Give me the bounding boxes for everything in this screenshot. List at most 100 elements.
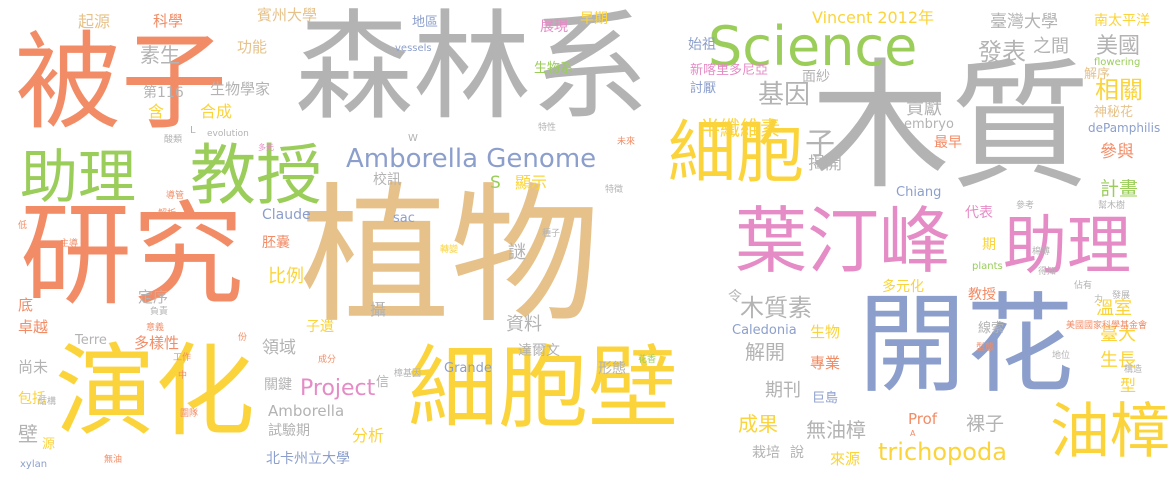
cloud-word: 壁 [18,422,38,446]
cloud-word: plants [972,261,1003,272]
cloud-word: 功能 [237,38,268,56]
cloud-word: 生物系 [534,61,574,76]
cloud-word: 森林系 [295,0,650,136]
cloud-word: 低 [18,221,28,231]
cloud-word: 圍隊 [180,409,199,419]
cloud-word: 生物 [810,323,841,341]
cloud-word: 計畫 [1100,178,1139,200]
cloud-word: 參與 [1100,142,1134,162]
cloud-word: 生長 [1100,350,1136,371]
cloud-word: evolution [207,129,249,139]
cloud-word: flowering [1094,57,1141,68]
cloud-word: 分析 [352,426,385,445]
cloud-word: 最早 [934,135,962,151]
cloud-word: 北卡州立大學 [266,451,350,467]
cloud-word: Science [708,15,918,78]
cloud-word: 演化 [55,333,255,450]
cloud-word: Project [300,376,376,401]
cloud-word: 新喀里多尼亞 [690,63,769,78]
cloud-word: trichopoda [878,438,1007,466]
cloud-word: Terre [75,333,107,348]
cloud-word: 力 [1094,295,1104,305]
cloud-word: 特性 [538,123,557,133]
cloud-word: 木質素 [740,294,812,322]
cloud-word: 相關 [1095,76,1143,104]
cloud-word: 顯示 [515,173,548,192]
cloud-word: 裸子 [966,413,1005,435]
cloud-word: 植物 [300,170,601,344]
cloud-word: 始祖 [688,37,716,53]
cloud-word: 地位 [1052,351,1071,361]
cloud-word: 多元 [258,143,274,152]
cloud-word: 助理 [1003,210,1131,284]
cloud-word: 素生 [140,43,180,67]
cloud-word: 種子 [542,229,561,239]
cloud-word: vessels [395,43,432,54]
cloud-word: 專業 [810,354,841,372]
cloud-word: 開花 [858,283,1075,408]
cloud-word: 神秘花 [1094,105,1134,120]
cloud-word: 起源 [78,12,111,31]
cloud-word: 面紗 [802,69,830,85]
cloud-word: 半纖維素 [700,116,780,140]
cloud-word: 解開 [745,340,785,364]
cloud-word: Chiang [896,185,942,200]
cloud-word: 轉變 [440,245,459,255]
cloud-word: W [408,133,418,144]
cloud-word: Vincent 2012年 [812,8,935,27]
cloud-word: Amborella [268,402,345,420]
cloud-word: 主導 [60,239,79,249]
cloud-word: dePamphilis [1088,121,1161,135]
cloud-word: 比例 [268,266,304,287]
cloud-word: 謎 [508,242,526,263]
cloud-word: 說 [790,445,804,461]
cloud-word: 教授 [968,287,996,303]
cloud-word: 佔有 [1074,281,1093,291]
cloud-word: 基因 [758,80,811,110]
cloud-word: 意義 [146,323,165,333]
cloud-word: 地區 [412,15,439,30]
cloud-word: 尚未 [18,358,49,376]
cloud-word: 解序 [1084,67,1111,82]
cloud-word: 包括 [18,391,46,407]
cloud-word: 生物學家 [210,80,271,98]
cloud-word: 第116 [143,85,184,101]
cloud-word: 信 [376,375,390,390]
cloud-word: 卓越 [18,318,49,336]
cloud-word: 賓州大學 [257,6,318,24]
cloud-word: 線索 [978,321,1005,336]
cloud-word: embryo [904,117,954,132]
cloud-word: 達爾文 [518,343,560,359]
cloud-word: 早期 [580,11,608,27]
cloud-word: sac [393,211,415,226]
cloud-word: S [490,173,501,193]
cloud-word: 型態 [976,343,995,353]
cloud-word: 得知 [1038,267,1057,277]
cloud-word: 多元化 [882,279,924,295]
cloud-word: 領域 [262,338,296,358]
cloud-word: 幫木樹 [1098,201,1126,211]
cloud-word: 定序 [138,288,169,306]
cloud-word: 揭開 [808,154,842,174]
cloud-word: 底 [18,296,34,314]
cloud-word: A [910,429,916,438]
cloud-word: 被子 [15,21,227,144]
cloud-word: 巨島 [812,391,839,406]
cloud-word: 美國國家科學基金會 [1066,321,1148,331]
cloud-word: 細胞 [668,114,805,193]
cloud-word: 工作 [173,353,192,363]
cloud-word: 源 [42,437,56,452]
cloud-word: 無油 [104,455,123,465]
cloud-word: 構造 [1124,365,1143,375]
cloud-word: 溫室 [1096,298,1132,319]
cloud-word: 結構 [38,397,57,407]
cloud-word: 未來 [617,137,636,147]
cloud-word: L [190,125,196,136]
cloud-word: 形態 [598,361,626,377]
cloud-word: 子遺 [306,319,334,335]
cloud-word: 校訊 [373,172,401,188]
cloud-word: 貢獻 [906,98,942,119]
cloud-word: 研究 [20,191,244,321]
cloud-word: 代表 [965,205,993,221]
